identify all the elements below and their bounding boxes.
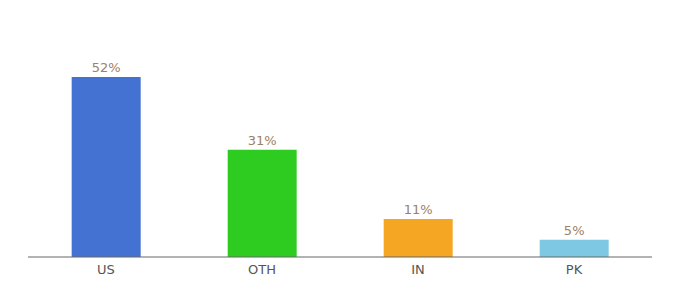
svg-text:OTH: OTH xyxy=(248,262,276,277)
svg-text:US: US xyxy=(97,262,115,277)
svg-text:PK: PK xyxy=(566,262,583,277)
svg-text:IN: IN xyxy=(411,262,425,277)
svg-text:11%: 11% xyxy=(404,202,433,217)
svg-text:52%: 52% xyxy=(92,60,121,75)
svg-text:31%: 31% xyxy=(248,133,277,148)
svg-text:5%: 5% xyxy=(564,223,585,238)
